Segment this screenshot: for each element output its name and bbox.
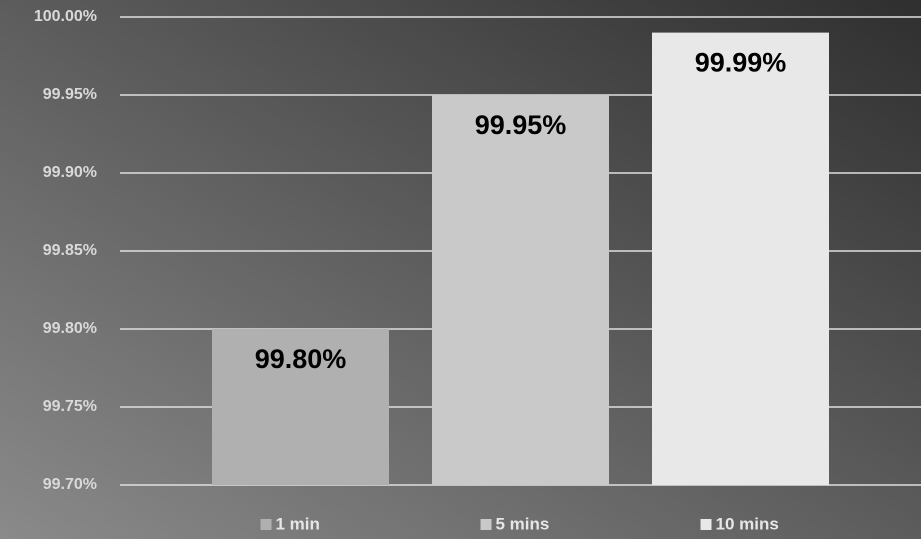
legend-swatch [700,519,712,530]
y-tick-label: 99.75% [43,398,97,415]
y-tick-label: 99.70% [43,476,97,493]
legend-swatch [260,519,272,530]
bar [432,95,609,485]
legend-label: 10 mins [716,514,779,533]
y-tick-label: 99.80% [43,320,97,337]
value-label: 99.80% [255,344,347,374]
value-label: 99.99% [695,48,787,78]
bar [212,329,389,485]
legend-swatch [480,519,492,530]
y-tick-label: 100.00% [34,8,97,25]
bar [652,32,829,485]
y-tick-label: 99.85% [43,242,97,259]
y-tick-label: 99.90% [43,164,97,181]
value-label: 99.95% [475,110,567,140]
y-tick-label: 99.95% [43,86,97,103]
legend-label: 1 min [276,514,320,533]
legend-label: 5 mins [496,514,550,533]
